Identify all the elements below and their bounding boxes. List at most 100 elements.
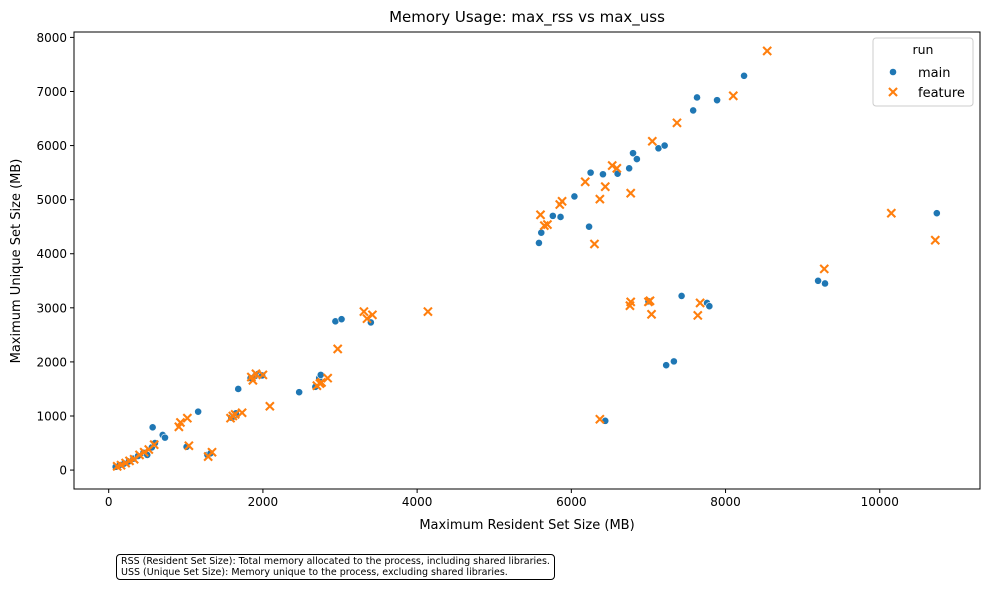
point-feature (423, 306, 433, 317)
point-main (625, 164, 634, 173)
point-feature (248, 375, 258, 386)
point-feature (542, 219, 553, 230)
point-main (535, 239, 543, 247)
point-main (814, 276, 822, 285)
point-main (677, 292, 686, 300)
point-main (234, 385, 243, 393)
point-feature (595, 194, 605, 204)
legend-main-marker (889, 68, 897, 76)
y-tick-label: 8000 (36, 31, 67, 45)
point-feature (134, 450, 145, 460)
point-main (556, 213, 565, 221)
point-feature (116, 460, 126, 470)
point-feature (728, 91, 739, 101)
x-axis-label: Maximum Resident Set Size (MB) (419, 518, 634, 533)
y-axis: 0 1000 2000 3000 4000 5000 6000 7000 8000 (36, 31, 74, 478)
point-main (295, 388, 304, 397)
point-feature (207, 447, 217, 458)
x-axis: 0 2000 4000 6000 8000 10000 (105, 489, 899, 509)
y-tick-label: 0 (59, 464, 67, 478)
x-tick-label: 0 (105, 495, 113, 509)
point-main (693, 93, 701, 102)
point-feature (612, 163, 622, 174)
x-tick-label: 4000 (402, 495, 433, 509)
point-feature (367, 310, 378, 320)
point-feature (184, 440, 194, 451)
point-main (713, 96, 721, 105)
point-main (660, 141, 669, 150)
point-feature (600, 181, 611, 192)
point-feature (672, 118, 682, 128)
x-tick-label: 6000 (556, 495, 587, 509)
x-tick-label: 10000 (861, 495, 899, 509)
legend-feature-marker (888, 87, 898, 97)
point-feature (149, 439, 159, 450)
point-feature (693, 310, 703, 321)
y-tick-label: 6000 (36, 139, 67, 153)
point-feature (332, 344, 343, 354)
point-main (662, 361, 671, 370)
point-feature (139, 447, 149, 458)
point-feature (120, 458, 131, 468)
y-tick-label: 4000 (36, 247, 67, 261)
y-axis-label: Maximum Unique Set Size (MB) (9, 159, 24, 364)
point-feature (625, 297, 636, 307)
legend-frame (872, 37, 974, 107)
point-feature (362, 313, 372, 324)
series-main (111, 71, 941, 471)
point-feature (322, 373, 333, 383)
series-feature (112, 46, 941, 472)
point-feature (182, 413, 193, 423)
point-main (337, 315, 346, 324)
legend: run main feature (872, 37, 974, 107)
x-tick-label: 8000 (710, 495, 741, 509)
point-feature (230, 409, 240, 420)
point-main (705, 302, 714, 311)
y-tick-label: 7000 (36, 85, 67, 99)
point-main (689, 106, 698, 115)
point-main (932, 209, 941, 218)
point-main (632, 155, 641, 163)
annotation-rss: RSS (Resident Set Size): Total memory al… (121, 556, 550, 567)
legend-main-label: main (918, 66, 950, 81)
point-main (194, 407, 203, 416)
point-feature (762, 46, 772, 56)
point-main (586, 168, 595, 177)
point-main (585, 222, 593, 231)
point-feature (316, 377, 327, 388)
point-main (629, 149, 637, 158)
point-main (821, 279, 829, 288)
point-main (599, 170, 607, 179)
point-main (740, 71, 748, 80)
plot-area (73, 31, 981, 490)
point-feature (258, 370, 268, 380)
y-tick-label: 2000 (36, 355, 67, 369)
legend-x-glyph (888, 87, 898, 97)
point-feature (175, 417, 186, 428)
point-feature (646, 309, 657, 320)
point-feature (237, 407, 247, 418)
point-feature (557, 196, 567, 207)
point-main (148, 423, 157, 432)
point-feature (647, 136, 658, 147)
point-feature (535, 210, 546, 220)
point-main (161, 433, 169, 442)
point-feature (695, 298, 705, 308)
y-tick-label: 1000 (36, 409, 67, 423)
point-feature (607, 160, 617, 171)
legend-feature-label: feature (918, 86, 965, 101)
point-feature (359, 306, 369, 317)
legend-title: run (913, 42, 934, 57)
point-feature (625, 188, 636, 198)
point-feature (886, 208, 897, 218)
chart-title: Memory Usage: max_rss vs max_uss (389, 8, 665, 27)
y-tick-label: 3000 (36, 301, 67, 315)
point-main (669, 357, 678, 366)
point-feature (265, 401, 275, 412)
y-tick-label: 5000 (36, 193, 67, 207)
x-tick-label: 2000 (248, 495, 279, 509)
annotation-box: RSS (Resident Set Size): Total memory al… (116, 554, 555, 580)
point-feature (595, 414, 605, 425)
